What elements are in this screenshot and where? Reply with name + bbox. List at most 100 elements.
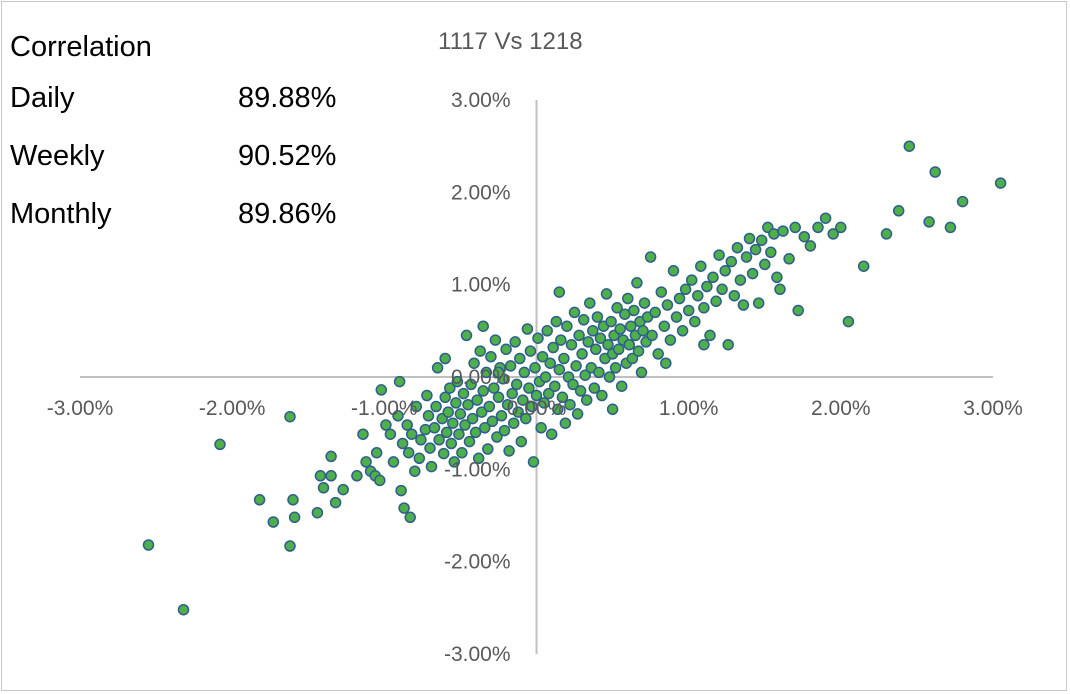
data-point-107: [526, 400, 538, 413]
data-point-132: [564, 398, 576, 411]
data-point-170: [622, 292, 634, 305]
data-point-245: [994, 177, 1007, 189]
data-point-109: [529, 362, 541, 374]
data-point-162: [609, 362, 622, 374]
data-point-40: [421, 389, 433, 402]
data-point-96: [509, 336, 521, 348]
data-point-249: [553, 286, 566, 298]
data-point-8: [288, 511, 301, 524]
data-point-42: [424, 442, 436, 454]
data-point-139: [574, 385, 587, 397]
data-point-74: [475, 406, 488, 418]
data-point-111: [532, 332, 544, 344]
data-point-125: [553, 363, 566, 376]
data-point-97: [510, 378, 523, 391]
data-point-187: [652, 348, 664, 360]
data-point-134: [567, 378, 579, 391]
data-point-16: [351, 470, 363, 482]
data-point-66: [463, 435, 476, 448]
data-point-209: [719, 265, 731, 277]
chart-title: 1117 Vs 1218: [438, 28, 583, 55]
data-point-136: [570, 360, 582, 372]
data-point-53: [444, 382, 456, 394]
data-point-59: [453, 428, 465, 440]
data-point-3: [253, 494, 266, 506]
data-point-138: [573, 329, 585, 342]
data-point-133: [565, 338, 578, 351]
data-point-228: [783, 253, 795, 265]
x-tick-label: 1.00%: [659, 397, 719, 420]
data-point-120: [545, 428, 558, 440]
data-point-24: [380, 419, 392, 431]
data-point-147: [587, 325, 599, 337]
correlation-row-monthly: Monthly 89.86%: [10, 185, 336, 243]
data-point-7: [287, 494, 299, 506]
data-point-32: [402, 446, 415, 459]
data-point-10: [314, 470, 327, 482]
data-point-110: [530, 389, 543, 402]
data-point-188: [655, 286, 668, 298]
data-point-152: [594, 332, 607, 344]
data-point-212: [728, 289, 741, 302]
data-point-80: [485, 350, 497, 363]
data-point-234: [819, 212, 832, 224]
data-point-135: [568, 306, 581, 319]
data-point-68: [466, 412, 479, 425]
data-point-118: [542, 387, 555, 400]
data-point-85: [492, 391, 505, 404]
correlation-heading: Correlation: [10, 31, 152, 63]
correlation-label-weekly: Weekly: [10, 140, 105, 172]
data-point-253: [774, 283, 786, 296]
data-point-49: [437, 447, 450, 460]
data-point-193: [670, 311, 683, 323]
data-point-194: [673, 292, 686, 305]
data-point-1: [177, 603, 190, 616]
data-point-180: [637, 325, 649, 337]
data-point-143: [580, 394, 593, 406]
x-tick-label: -2.00%: [199, 397, 266, 420]
data-point-2: [214, 438, 226, 451]
data-point-222: [759, 258, 771, 271]
data-point-121: [547, 341, 559, 354]
data-point-69: [468, 357, 480, 369]
data-point-198: [685, 274, 698, 286]
data-point-251: [660, 357, 672, 369]
data-point-35: [409, 465, 421, 477]
data-point-166: [615, 380, 628, 392]
y-tick-label: 1.00%: [451, 274, 511, 297]
data-point-6: [284, 540, 296, 552]
data-point-186: [649, 306, 661, 319]
data-point-99: [514, 352, 526, 365]
data-point-105: [523, 382, 535, 394]
data-point-56: [448, 456, 461, 468]
data-point-101: [517, 394, 529, 406]
data-point-54: [445, 437, 458, 450]
data-point-218: [746, 267, 759, 280]
x-tick-label: 2.00%: [811, 397, 871, 420]
data-point-61: [456, 446, 468, 459]
data-point-248: [492, 366, 505, 379]
data-point-215: [737, 299, 750, 311]
data-point-159: [605, 315, 617, 328]
data-point-75: [477, 385, 489, 397]
data-point-203: [701, 280, 713, 293]
y-tick-label: 3.00%: [451, 89, 511, 112]
data-point-33: [404, 511, 416, 524]
data-point-184: [644, 251, 657, 263]
data-point-137: [571, 408, 584, 420]
data-point-207: [713, 249, 725, 261]
data-point-18: [360, 456, 372, 468]
data-point-197: [682, 304, 695, 317]
data-point-63: [459, 419, 471, 431]
data-point-231: [798, 230, 811, 243]
data-point-242: [929, 166, 941, 178]
data-point-224: [765, 246, 777, 259]
data-point-232: [804, 240, 817, 252]
data-point-254: [842, 315, 855, 328]
data-point-108: [527, 456, 540, 468]
data-point-23: [375, 384, 388, 396]
data-point-81: [486, 415, 499, 428]
y-tick-label: -2.00%: [444, 551, 511, 574]
data-point-43: [425, 460, 438, 473]
data-point-233: [812, 221, 824, 234]
